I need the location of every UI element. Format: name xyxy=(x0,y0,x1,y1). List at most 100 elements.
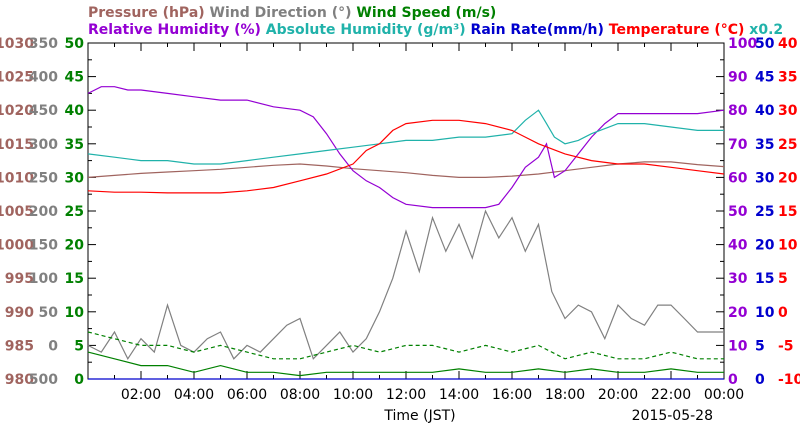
series-line xyxy=(87,119,725,194)
series-lines xyxy=(87,86,725,380)
series-line xyxy=(87,209,724,361)
legend-entry: Wind Direction (°) xyxy=(205,5,352,21)
y-tick-label: -10 xyxy=(778,372,800,388)
y-tick-label: 50 xyxy=(39,305,59,321)
y-tick-label: 50 xyxy=(65,36,85,52)
x-tick-label: 18:00 xyxy=(545,387,585,403)
y-tick-label: 30 xyxy=(778,103,798,119)
y-tick-label: 0 xyxy=(778,305,788,321)
y-tick-label: 25 xyxy=(755,204,774,220)
y-tick-label: 100 xyxy=(728,36,757,52)
y-tick-label: 0 xyxy=(755,372,765,388)
y-tick-label: 15 xyxy=(65,271,84,287)
y-tick-label: 30 xyxy=(65,170,85,186)
x-tick-label: 06:00 xyxy=(227,387,267,403)
legend-entry: Absolute Humidity (g/m³) xyxy=(261,22,466,38)
y-tick-label: 50 xyxy=(728,204,748,220)
x-tick-label: 10:00 xyxy=(333,387,373,403)
legend-entry: x0.2 xyxy=(744,22,783,38)
y-tick-label: 60 xyxy=(728,170,748,186)
y-tick-label: 985 xyxy=(5,338,34,354)
x-axis-label: Time (JST) xyxy=(383,408,455,424)
x-tick-label: 20:00 xyxy=(598,387,638,403)
y-tick-label: 20 xyxy=(728,305,748,321)
y-tick-label: 25 xyxy=(778,137,797,153)
y-tick-label: 250 xyxy=(29,170,58,186)
y-tick-label: 10 xyxy=(755,305,775,321)
y-tick-label: 50 xyxy=(755,36,775,52)
y-tick-label: 15 xyxy=(755,271,774,287)
x-tick-label: 14:00 xyxy=(439,387,479,403)
y-tick-label: 0 xyxy=(48,338,58,354)
legend: Pressure (hPa) Wind Direction (°) Wind S… xyxy=(88,5,783,38)
y-tick-label: 30 xyxy=(755,170,775,186)
y-tick-label: 150 xyxy=(29,238,58,254)
y-tick-label: 350 xyxy=(29,36,58,52)
x-tick-label: 08:00 xyxy=(280,387,320,403)
y-tick-label: 5 xyxy=(74,338,84,354)
y-tick-label: 30 xyxy=(728,271,748,287)
y-tick-label: 45 xyxy=(65,70,84,86)
legend-row-1: Pressure (hPa) Wind Direction (°) Wind S… xyxy=(88,5,496,21)
y-tick-label: 15 xyxy=(778,204,797,220)
y-tick-label: 5 xyxy=(778,271,788,287)
left-axes: 1030102510201015101010051000995990985980… xyxy=(0,36,96,388)
right-axes: 1009080706050403020100504540353025201510… xyxy=(716,36,800,388)
x-tick-label: 12:00 xyxy=(386,387,426,403)
y-tick-label: -5 xyxy=(778,338,794,354)
y-tick-label: 995 xyxy=(5,271,34,287)
y-tick-label: 40 xyxy=(65,103,85,119)
y-tick-label: 1020 xyxy=(0,103,34,119)
x-tick-label: 16:00 xyxy=(492,387,532,403)
y-tick-label: 400 xyxy=(29,70,58,86)
y-tick-label: 90 xyxy=(728,70,748,86)
y-tick-label: 500 xyxy=(29,372,58,388)
y-tick-label: 70 xyxy=(728,137,748,153)
y-tick-label: 10 xyxy=(728,338,748,354)
y-tick-label: 35 xyxy=(755,137,774,153)
y-tick-label: 300 xyxy=(29,137,58,153)
y-tick-label: 20 xyxy=(778,170,798,186)
y-tick-label: 80 xyxy=(728,103,748,119)
date-label: 2015-05-28 xyxy=(632,408,713,424)
y-tick-label: 1015 xyxy=(0,137,34,153)
legend-entry: Pressure (hPa) xyxy=(88,5,205,21)
y-tick-label: 200 xyxy=(29,204,58,220)
y-tick-label: 1010 xyxy=(0,170,34,186)
series-line xyxy=(87,351,724,377)
y-tick-label: 45 xyxy=(755,70,774,86)
y-tick-label: 25 xyxy=(65,204,84,220)
x-tick-label: 00:00 xyxy=(704,387,744,403)
x-tick-label: 22:00 xyxy=(651,387,691,403)
plot-area xyxy=(87,42,725,380)
legend-entry: Wind Speed (m/s) xyxy=(352,5,497,21)
y-tick-label: 20 xyxy=(755,238,775,254)
y-tick-label: 35 xyxy=(65,137,84,153)
series-line xyxy=(87,86,725,209)
y-tick-label: 40 xyxy=(755,103,775,119)
y-tick-label: 100 xyxy=(29,271,58,287)
y-tick-label: 5 xyxy=(755,338,765,354)
y-tick-label: 980 xyxy=(5,372,34,388)
y-tick-label: 990 xyxy=(5,305,34,321)
series-line xyxy=(87,109,724,165)
x-tick-label: 02:00 xyxy=(121,387,161,403)
legend-entry: Relative Humidity (%) xyxy=(88,22,261,38)
x-tick-label: 04:00 xyxy=(174,387,214,403)
y-tick-label: 20 xyxy=(65,238,85,254)
legend-row-2: Relative Humidity (%) Absolute Humidity … xyxy=(88,22,783,38)
legend-entry: Temperature (°C) xyxy=(604,22,745,38)
y-tick-label: 450 xyxy=(29,103,58,119)
y-tick-label: 40 xyxy=(778,36,798,52)
y-tick-label: 0 xyxy=(728,372,738,388)
x-axis-ticks: 02:00 04:00 06:00 08:00 10:00 12:00 14:00 16:00… xyxy=(87,43,744,403)
y-tick-label: 1030 xyxy=(0,36,34,52)
legend-entry: Rain Rate(mm/h) xyxy=(466,22,604,38)
y-tick-label: 0 xyxy=(74,372,84,388)
y-tick-label: 1025 xyxy=(0,70,34,86)
y-tick-label: 35 xyxy=(778,70,797,86)
y-tick-label: 10 xyxy=(65,305,85,321)
